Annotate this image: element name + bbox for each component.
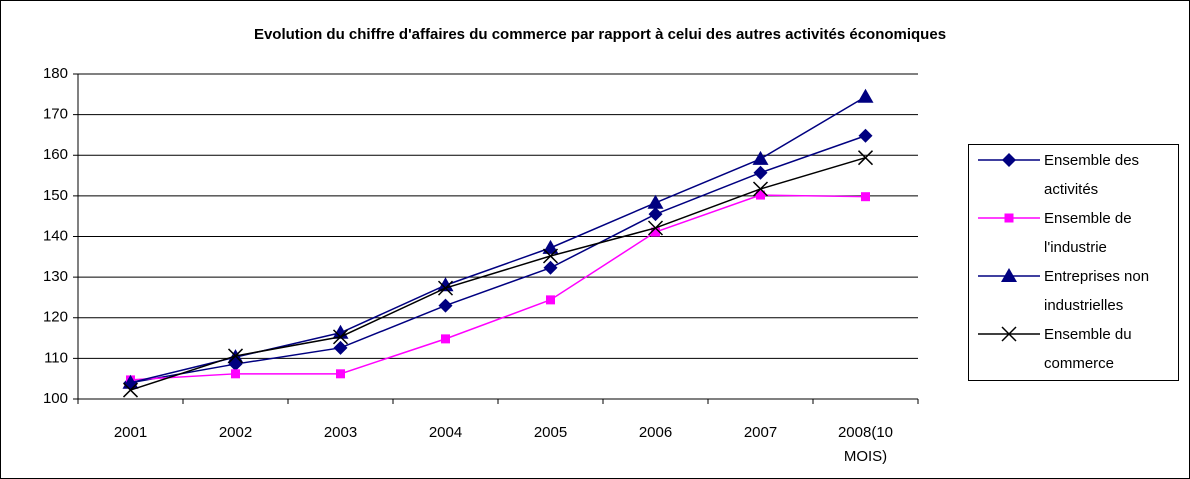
x-tick-label: 2007	[743, 424, 778, 441]
legend-label: Entreprises non industrielles	[1044, 268, 1150, 314]
legend-box	[968, 144, 1179, 381]
data-point	[857, 88, 874, 103]
data-point	[336, 369, 345, 379]
y-tick-label: 120	[43, 309, 68, 326]
series-line	[130, 156, 866, 391]
x-tick-label: 2005	[533, 424, 568, 441]
data-point	[857, 150, 874, 166]
data-point	[647, 220, 664, 236]
data-point	[753, 165, 768, 180]
data-point	[858, 128, 873, 143]
data-point	[542, 239, 559, 254]
x-tick-label: 2004	[428, 424, 463, 441]
data-point	[437, 280, 454, 296]
y-tick-label: 180	[43, 65, 68, 82]
y-tick-label: 170	[43, 106, 68, 123]
data-point	[651, 227, 660, 237]
y-tick-label: 130	[43, 268, 68, 285]
legend-marker	[1002, 153, 1016, 167]
data-point	[333, 340, 348, 355]
x-tick-label: 2003	[323, 424, 358, 441]
data-point	[231, 369, 240, 379]
x-tick-label: 2001	[113, 424, 148, 441]
x-tick-label: 2002	[218, 424, 253, 441]
data-point	[122, 382, 139, 398]
data-point	[441, 334, 450, 344]
chart-title: Evolution du chiffre d'affaires du comme…	[254, 26, 946, 43]
data-point	[647, 194, 664, 209]
data-point	[438, 298, 453, 313]
legend-marker	[1001, 268, 1017, 282]
series-line	[130, 135, 866, 384]
y-tick-label: 100	[43, 390, 68, 407]
data-point	[332, 329, 349, 345]
data-point	[752, 181, 769, 197]
data-point	[756, 190, 765, 200]
legend-marker	[1004, 213, 1014, 223]
legend-marker	[1001, 326, 1017, 342]
y-tick-label: 160	[43, 146, 68, 163]
data-point	[543, 260, 558, 275]
data-point	[648, 207, 663, 222]
legend-label: Ensemble des activités	[1044, 152, 1140, 198]
data-point	[752, 150, 769, 165]
data-point	[861, 192, 870, 202]
y-tick-label: 110	[44, 349, 68, 366]
x-tick-label: 2008(10 MOIS)	[837, 424, 894, 465]
data-point	[437, 277, 454, 292]
series-line	[130, 194, 866, 381]
data-point	[542, 248, 559, 264]
y-tick-label: 150	[43, 187, 68, 204]
data-point	[546, 295, 555, 305]
y-tick-label: 140	[43, 227, 68, 244]
data-point	[227, 348, 244, 364]
x-tick-label: 2006	[638, 424, 673, 441]
legend-label: Ensemble de l'industrie	[1044, 210, 1132, 256]
legend-label: Ensemble du commerce	[1044, 326, 1132, 372]
